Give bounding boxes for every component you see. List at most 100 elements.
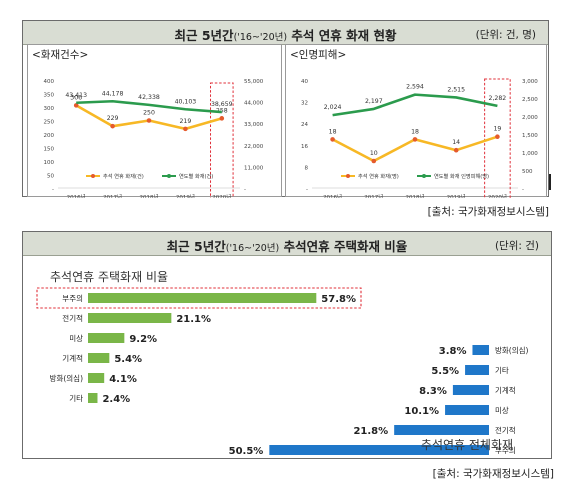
casualty-y-left-tick: 16 (301, 144, 308, 150)
casualty-data-label: 2,024 (324, 104, 342, 111)
casualty-y-right-tick: 2,500 (522, 97, 538, 103)
casualty-y-right-tick: 1,000 (522, 151, 538, 157)
all-fire-bar (452, 385, 489, 395)
fire-count-y-left-tick: 200 (44, 133, 55, 139)
casualty-data-label: 19 (493, 126, 501, 133)
unit-label: (단위: 건) (494, 240, 539, 252)
fire-count-series-line-1 (76, 99, 222, 114)
house-fire-panel: 최근 5년간('16~'20년) 추석연휴 주택화재 비율 (단위: 건) 추석… (22, 231, 552, 459)
house-fire-value-label: 57.8% (321, 294, 356, 305)
fire-count-y-left-tick: 100 (44, 160, 55, 166)
casualty-y-right-tick: - (522, 187, 524, 193)
fire-count-y-left-tick: 400 (44, 79, 55, 85)
all-fire-category-label: 부주의 (495, 445, 516, 455)
house-fire-title: 최근 5년간('16~'20년) 추석연휴 주택화재 비율 (23, 236, 551, 255)
fire-count-y-left-tick: - (52, 187, 54, 193)
house-fire-value-label: 21.1% (176, 314, 211, 325)
house-fire-value-label: 4.1% (109, 374, 137, 385)
all-fire-bar (269, 445, 489, 455)
fire-count-legend-label: 추석 연휴 화재(건) (103, 172, 144, 180)
house-fire-value-label: 9.2% (129, 334, 157, 345)
fire-count-legend-marker (91, 174, 95, 178)
fire-count-point (219, 116, 225, 121)
casualty-y-left-tick: 32 (301, 101, 308, 107)
house-fire-bar (88, 293, 317, 303)
fire-count-y-left-tick: 50 (47, 174, 54, 180)
fire-count-data-label: 44,178 (102, 90, 124, 97)
fire-count-point (183, 126, 188, 132)
casualty-legend-marker (346, 174, 350, 178)
casualty-x-tick: 2016년 (323, 193, 342, 198)
fire-count-y-right-tick: 22,000 (244, 144, 264, 150)
all-fire-bar (472, 345, 489, 355)
fire-count-chart: <화재건수> 400 350 300 250 200 150 100 50 - 55,000 44,… (27, 44, 282, 206)
house-fire-bar (88, 313, 172, 323)
all-fire-category-label: 기타 (495, 366, 509, 375)
casualty-y-right-tick: 3,000 (522, 79, 538, 85)
casualty-y-left-tick: - (306, 187, 308, 193)
fire-status-title-bar: 최근 5년간('16~'20년) 추석 연휴 화재 현황 (단위: 건, 명) (23, 21, 548, 45)
fire-count-y-right-tick: 44,000 (244, 101, 264, 107)
all-fire-value-label: 50.5% (229, 446, 264, 457)
house-fire-title-bar: 최근 5년간('16~'20년) 추석연휴 주택화재 비율 (단위: 건) (23, 232, 551, 256)
fire-status-title: 최근 5년간('16~'20년) 추석 연휴 화재 현황 (23, 25, 548, 44)
casualty-x-tick: 2019년 (447, 193, 466, 198)
casualty-x-tick: 2017년 (364, 193, 383, 198)
casualty-data-label: 2,197 (365, 98, 383, 105)
all-fire-value-label: 8.3% (419, 386, 447, 397)
fire-count-y-left-tick: 150 (44, 147, 55, 153)
house-fire-bar (88, 353, 110, 363)
casualty-legend-label: 추석 연휴 화재(명) (358, 172, 399, 180)
casualty-data-label: 18 (329, 128, 337, 135)
fire-count-x-tick: 2017년 (103, 193, 122, 198)
fire-count-point (73, 103, 79, 108)
fire-count-y-left-tick: 300 (44, 106, 55, 112)
fire-count-data-label: 219 (179, 118, 191, 125)
title-rest: 추석연휴 주택화재 비율 (279, 239, 408, 254)
casualty-point (412, 137, 418, 142)
casualty-data-label: 10 (370, 150, 378, 157)
title-rest: 추석 연휴 화재 현황 (287, 28, 397, 43)
fire-count-y-right-tick: 33,000 (244, 122, 264, 128)
fire-count-y-left-tick: 350 (44, 93, 55, 99)
fire-count-data-label: 250 (143, 110, 155, 117)
casualty-chart-title: <인명피해> (290, 49, 347, 61)
casualty-y-right-tick: 1,500 (522, 133, 538, 139)
fire-count-x-tick: 2020년 (212, 193, 231, 198)
house-fire-chart-title: 추석연휴 주택화재 비율 (50, 270, 168, 284)
unit-label: (단위: 건, 명) (475, 29, 536, 41)
all-fire-category-label: 미상 (495, 405, 509, 415)
casualty-point (330, 137, 335, 142)
all-fire-bar (465, 365, 489, 375)
title-period: ('16~'20년) (233, 32, 288, 43)
casualty-y-left-tick: 24 (301, 122, 308, 128)
house-fire-value-label: 5.4% (114, 354, 142, 365)
casualty-legend-marker (422, 174, 426, 178)
fire-count-y-left-tick: 250 (44, 120, 55, 126)
all-fire-category-label: 방화(의심) (495, 345, 529, 355)
title-main: 최근 5년간 (174, 28, 234, 43)
title-period: ('16~'20년) (225, 243, 280, 254)
all-fire-category-label: 전기적 (495, 425, 516, 435)
fire-count-data-label: 306 (70, 94, 82, 101)
all-fire-value-label: 21.8% (353, 426, 388, 437)
fire-count-x-tick: 2018년 (139, 193, 158, 198)
house-fire-category-label: 전기적 (62, 313, 83, 323)
casualty-point (453, 147, 459, 153)
casualty-point (495, 134, 500, 139)
casualty-chart-svg: 40 32 24 16 8 - 3,000 2,500 2,000 1,500 1,000 500 - 2… (301, 78, 538, 206)
casualty-data-label: 2,282 (489, 95, 507, 102)
source-note-bottom: [출처: 국가화재정보시스템] (432, 468, 554, 480)
house-fire-category-label: 부주의 (62, 293, 83, 303)
house-fire-category-label: 기계적 (62, 353, 83, 363)
edge-mark (549, 174, 551, 190)
fire-count-data-label: 38,659 (211, 101, 233, 108)
fire-count-y-right-tick: - (244, 187, 246, 193)
casualty-chart: <인명피해> 40 32 24 16 8 - 3,000 2,500 2,000 1,500 1,0… (285, 44, 547, 206)
house-fire-bar (88, 373, 105, 383)
fire-count-data-label: 40,103 (175, 98, 197, 105)
house-fire-category-label: 방화(의심) (50, 373, 84, 383)
fire-count-point (110, 123, 115, 129)
fire-count-data-label: 42,338 (138, 94, 160, 101)
title-main: 최근 5년간 (166, 239, 226, 254)
